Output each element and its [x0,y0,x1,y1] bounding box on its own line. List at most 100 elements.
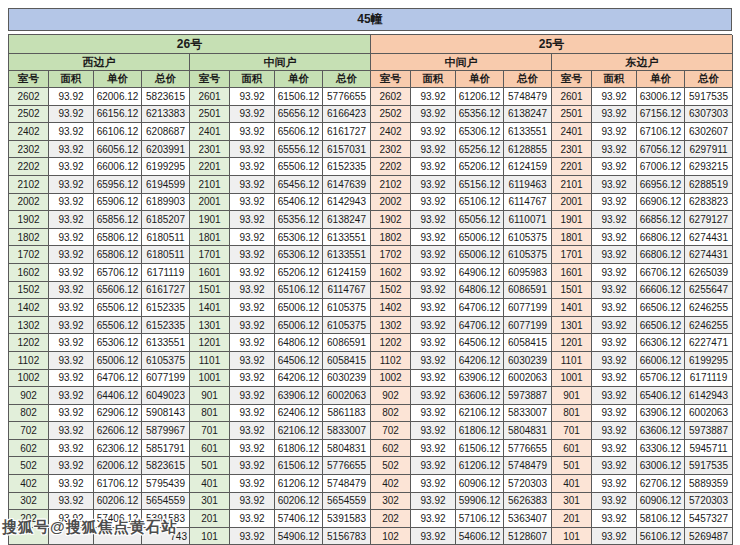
area-cell: 93.92 [230,211,275,229]
area-cell: 93.92 [49,422,94,440]
unit-type-middle26-header: 中间户 [190,54,371,71]
unit-price-cell: 63006.12 [637,457,685,475]
area-cell: 93.92 [230,246,275,264]
total-price-cell: 5879967 [142,422,190,440]
total-price-cell: 6133551 [142,334,190,352]
total-price-cell: 6185207 [142,211,190,229]
room-cell: 1002 [9,370,49,388]
total-price-cell: 5833007 [504,405,552,423]
total-price-cell: 6302607 [685,123,733,141]
room-cell: 502 [9,457,49,475]
unit-price-cell: 56106.12 [637,528,685,545]
unit-price-cell: 63906.12 [637,405,685,423]
unit-price-cell: 62006.12 [94,88,142,106]
unit-price-cell: 65006.12 [94,352,142,370]
room-cell: 602 [371,440,411,458]
room-cell: 2402 [371,123,411,141]
unit-price-cell: 64206.12 [275,370,323,388]
total-price-cell: 5973887 [685,422,733,440]
area-cell: 93.92 [230,229,275,247]
area-cell: 93.92 [592,387,637,405]
unit-price-cell: 62906.12 [94,405,142,423]
area-cell: 93.92 [592,229,637,247]
unit-price-cell: 60906.12 [456,475,504,493]
room-cell: 2002 [9,194,49,212]
room-cell: 1201 [190,334,230,352]
room-cell: 2501 [552,106,592,124]
table-row: 260293.9262006.125823615260193.9261506.1… [9,88,732,106]
room-cell: 701 [190,422,230,440]
room-cell: 202 [371,510,411,528]
col-header-area: 面积 [592,71,637,88]
room-cell: 1802 [371,229,411,247]
unit-price-cell: 65056.12 [456,211,504,229]
room-cell: 2101 [552,176,592,194]
total-price-cell: 6279127 [685,211,733,229]
area-cell: 93.92 [230,123,275,141]
sohu-watermark: 搜狐号@搜狐焦点黄石站 [2,518,178,537]
area-cell: 93.92 [230,370,275,388]
unit-price-cell: 57106.12 [456,510,504,528]
unit-price-cell: 65606.12 [275,123,323,141]
room-cell: 1501 [190,282,230,300]
unit-price-cell: 63606.12 [637,422,685,440]
area-cell: 93.92 [411,422,456,440]
total-price-cell: 6002063 [685,405,733,423]
col-header-unit-price: 单价 [637,71,685,88]
unit-price-cell: 66606.12 [637,282,685,300]
total-price-cell: 6199295 [685,352,733,370]
unit-price-cell: 63606.12 [456,387,504,405]
total-price-cell: 5156783 [323,528,371,545]
room-cell: 2301 [552,141,592,159]
unit-price-cell: 67006.12 [637,158,685,176]
area-cell: 93.92 [411,528,456,545]
table-row: 140293.9265506.126152335140193.9265006.1… [9,299,732,317]
unit-price-cell: 66506.12 [637,317,685,335]
area-cell: 93.92 [592,176,637,194]
room-cell: 1902 [371,211,411,229]
table-row: 160293.9265706.126171119160193.9265206.1… [9,264,732,282]
unit-price-cell: 64506.12 [275,352,323,370]
total-price-cell: 6142943 [323,194,371,212]
area-cell: 93.92 [49,352,94,370]
area-cell: 93.92 [230,317,275,335]
total-price-cell: 6110071 [504,211,552,229]
room-cell: 1601 [552,264,592,282]
area-cell: 93.92 [592,457,637,475]
area-cell: 93.92 [411,194,456,212]
room-cell: 2102 [9,176,49,194]
total-price-cell: 6095983 [504,264,552,282]
room-cell: 2001 [552,194,592,212]
room-cell: 702 [371,422,411,440]
total-price-cell: 6138247 [504,106,552,124]
unit-price-cell: 58106.12 [637,510,685,528]
total-price-cell: 5851791 [142,440,190,458]
total-price-cell: 6105375 [504,246,552,264]
area-cell: 93.92 [592,352,637,370]
col-header-unit-price: 单价 [94,71,142,88]
total-price-cell: 6180511 [142,229,190,247]
unit-price-cell: 66306.12 [637,334,685,352]
unit-price-cell: 67056.12 [637,141,685,159]
table-row: 250293.9266156.126213383250193.9265656.1… [9,106,732,124]
room-cell: 702 [9,422,49,440]
building-title: 45幢 [357,11,382,28]
room-cell: 1202 [371,334,411,352]
unit-price-cell: 65306.12 [275,246,323,264]
total-price-cell: 6114767 [323,282,371,300]
total-price-cell: 6077199 [142,370,190,388]
unit-type-west-header: 西边户 [9,54,190,71]
area-cell: 93.92 [49,176,94,194]
col-header-area: 面积 [230,71,275,88]
total-price-cell: 6161727 [142,282,190,300]
unit-price-cell: 66706.12 [637,264,685,282]
room-cell: 1302 [371,317,411,335]
total-price-cell: 6049023 [142,387,190,405]
area-cell: 93.92 [230,493,275,511]
unit-price-cell: 57406.12 [275,510,323,528]
room-cell: 302 [371,493,411,511]
room-cell: 1401 [190,299,230,317]
total-price-cell: 6086591 [323,334,371,352]
area-cell: 93.92 [592,106,637,124]
unit-price-cell: 65556.12 [275,141,323,159]
